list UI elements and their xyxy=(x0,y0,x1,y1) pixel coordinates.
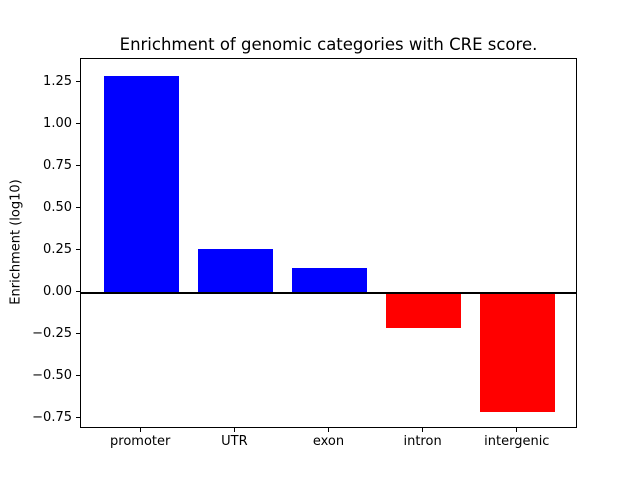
y-tick-label: −0.25 xyxy=(32,326,72,342)
plot-area xyxy=(80,58,577,428)
bar-promoter xyxy=(103,75,179,293)
bar-UTR xyxy=(197,249,273,293)
y-tick-label: −0.75 xyxy=(32,410,72,426)
y-tick-mark xyxy=(76,207,80,209)
chart-title: Enrichment of genomic categories with CR… xyxy=(119,35,538,54)
x-tick-label-UTR: UTR xyxy=(221,434,248,449)
y-tick-label: 1.25 xyxy=(43,74,72,89)
x-tick-label-intron: intron xyxy=(403,434,442,449)
y-tick-label: −0.50 xyxy=(32,368,72,384)
y-tick-label: 0.50 xyxy=(43,200,72,216)
x-tick-mark xyxy=(422,428,424,432)
y-tick-mark xyxy=(76,249,80,251)
x-tick-label-intergenic: intergenic xyxy=(484,434,550,449)
y-tick-label: 0.25 xyxy=(43,242,72,258)
x-tick-label-promoter: promoter xyxy=(110,434,171,449)
y-tick-label: 0.75 xyxy=(43,158,72,174)
y-tick-mark xyxy=(76,165,80,167)
x-tick-mark xyxy=(516,428,518,432)
y-tick-mark xyxy=(76,291,80,293)
y-tick-mark xyxy=(76,417,80,419)
x-tick-mark xyxy=(233,428,235,432)
y-tick-mark xyxy=(76,375,80,377)
zero-line xyxy=(81,291,576,294)
y-tick-mark xyxy=(76,123,80,125)
x-tick-mark xyxy=(139,428,141,432)
bar-exon xyxy=(291,267,368,293)
x-tick-label-exon: exon xyxy=(312,434,345,449)
bar-intron xyxy=(386,292,462,329)
y-tick-label: 1.00 xyxy=(43,116,72,132)
bar-intergenic xyxy=(480,292,556,413)
y-tick-mark xyxy=(76,81,80,82)
x-tick-mark xyxy=(328,428,329,432)
y-tick-label: 0.00 xyxy=(43,284,72,300)
y-tick-mark xyxy=(76,333,80,335)
